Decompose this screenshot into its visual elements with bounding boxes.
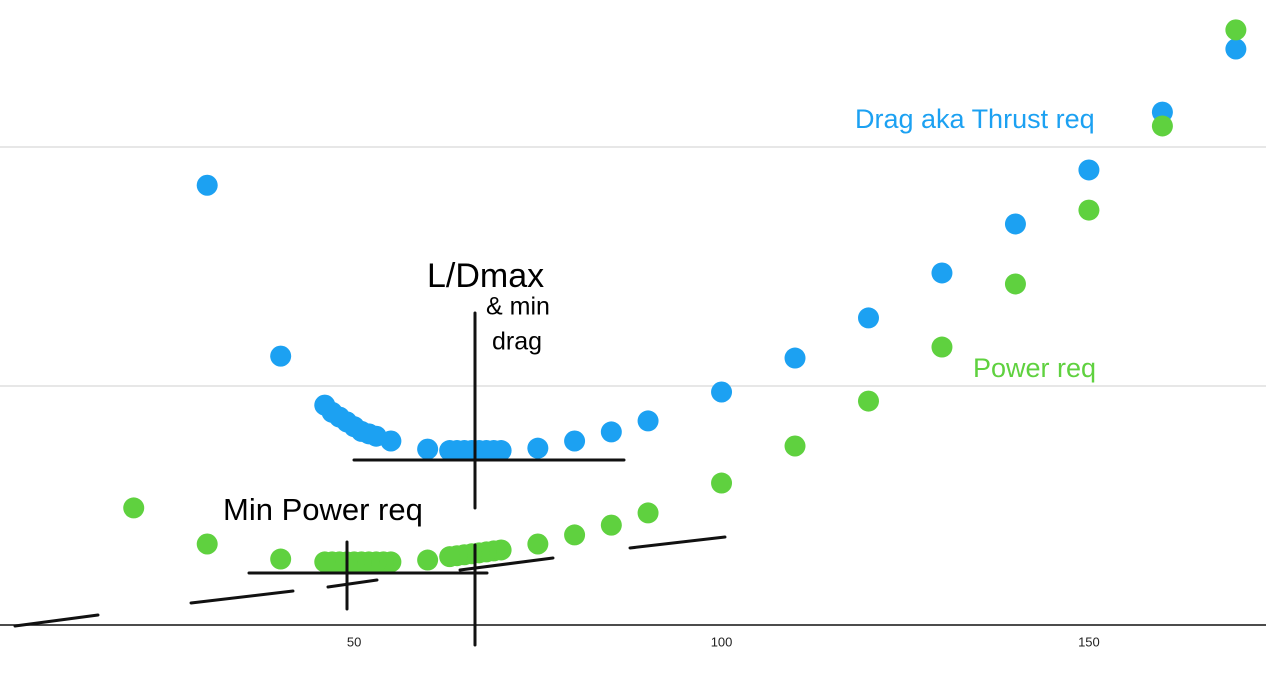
point bbox=[564, 524, 586, 546]
point bbox=[784, 347, 806, 369]
point bbox=[527, 437, 549, 459]
point bbox=[784, 435, 806, 457]
point bbox=[857, 307, 879, 329]
point bbox=[711, 381, 733, 403]
annotation: & min bbox=[486, 293, 550, 321]
point bbox=[314, 551, 336, 573]
point bbox=[196, 174, 218, 196]
annotation: Min Power req bbox=[223, 492, 423, 527]
annotation: L/Dmax bbox=[427, 257, 544, 295]
point bbox=[637, 410, 659, 432]
x-tick-label: 150 bbox=[1078, 634, 1100, 649]
hand-drawn-annotations bbox=[13, 311, 727, 647]
point bbox=[857, 390, 879, 412]
ink-line bbox=[628, 535, 727, 550]
point bbox=[123, 497, 145, 519]
series-label: Power req bbox=[973, 353, 1096, 383]
x-tick-label: 100 bbox=[711, 634, 733, 649]
point bbox=[270, 548, 292, 570]
point bbox=[1004, 273, 1026, 295]
point bbox=[600, 421, 622, 443]
point bbox=[931, 262, 953, 284]
ink-line bbox=[458, 556, 555, 572]
ink-line bbox=[189, 589, 295, 605]
ink-line bbox=[13, 613, 100, 628]
point bbox=[417, 438, 439, 460]
point bbox=[1225, 38, 1247, 60]
point bbox=[439, 440, 461, 462]
series-label: Drag aka Thrust req bbox=[855, 104, 1095, 134]
point bbox=[527, 533, 549, 555]
point bbox=[637, 502, 659, 524]
point bbox=[417, 549, 439, 571]
x-tick-label: 50 bbox=[347, 634, 361, 649]
ink-line bbox=[326, 578, 379, 589]
point bbox=[1078, 159, 1100, 181]
point bbox=[1078, 199, 1100, 221]
point bbox=[314, 394, 336, 416]
point bbox=[931, 336, 953, 358]
point bbox=[1004, 213, 1026, 235]
point bbox=[1225, 19, 1247, 41]
point bbox=[711, 472, 733, 494]
point bbox=[439, 546, 461, 568]
point bbox=[600, 514, 622, 536]
annotation: drag bbox=[492, 328, 542, 356]
point bbox=[1151, 115, 1173, 137]
point bbox=[270, 345, 292, 367]
point bbox=[564, 430, 586, 452]
point bbox=[196, 533, 218, 555]
